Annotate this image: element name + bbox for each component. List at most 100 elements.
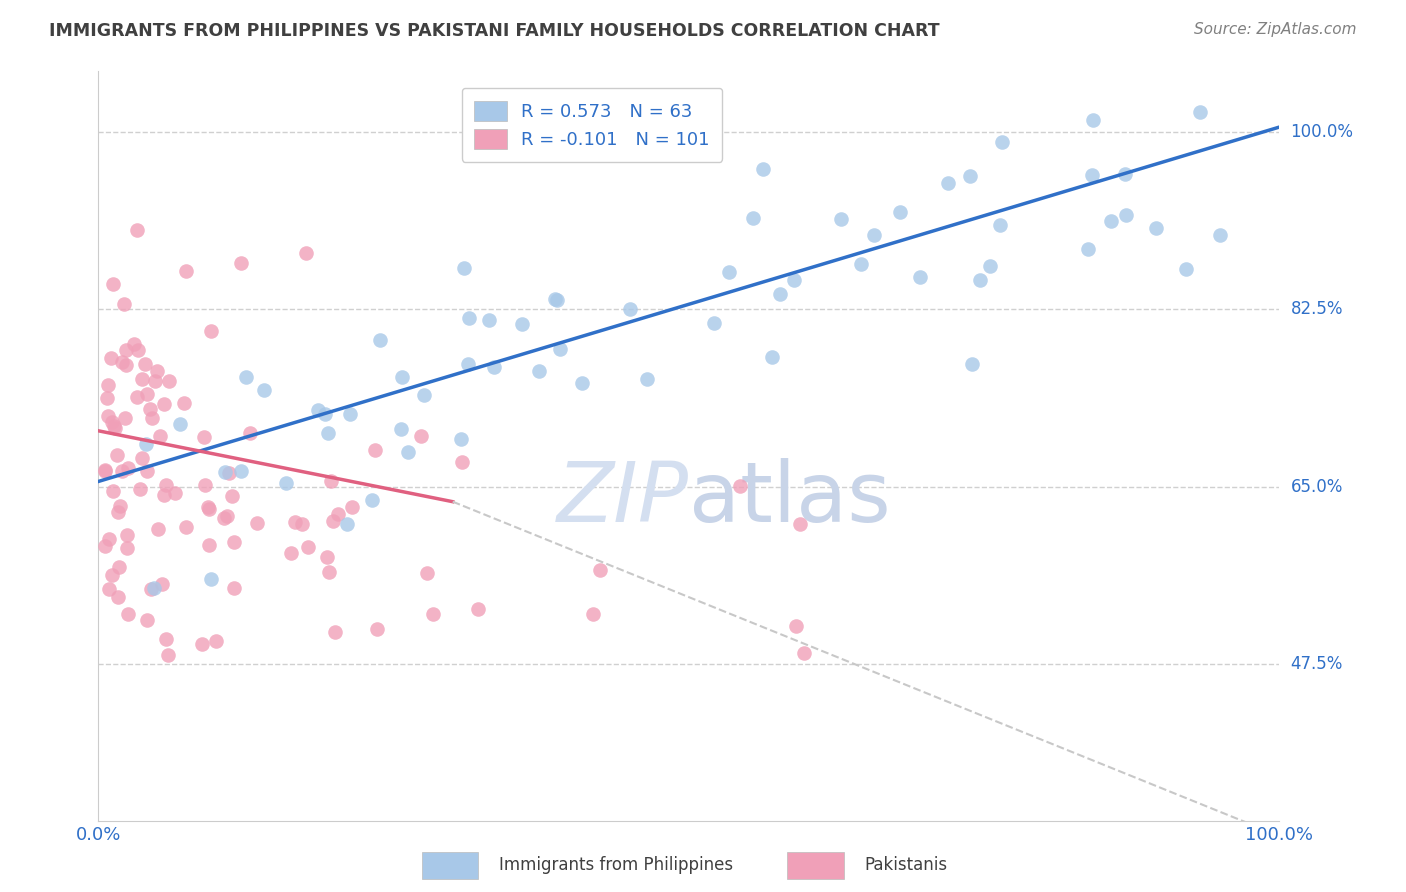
Point	[111, 464, 134, 478]
Point	[115, 358, 138, 372]
Point	[229, 256, 252, 270]
Point	[450, 432, 472, 446]
Point	[135, 613, 157, 627]
Text: IMMIGRANTS FROM PHILIPPINES VS PAKISTANI FAMILY HOUSEHOLDS CORRELATION CHART: IMMIGRANTS FROM PHILIPPINES VS PAKISTANI…	[49, 22, 939, 40]
Point	[135, 437, 157, 451]
Text: 82.5%: 82.5%	[1291, 301, 1343, 318]
Point	[200, 572, 222, 586]
Point	[450, 455, 472, 469]
Point	[484, 360, 506, 375]
Point	[1175, 261, 1198, 276]
Text: Source: ZipAtlas.com: Source: ZipAtlas.com	[1194, 22, 1357, 37]
Point	[107, 505, 129, 519]
Point	[297, 540, 319, 554]
FancyBboxPatch shape	[422, 852, 478, 879]
Point	[322, 514, 344, 528]
Point	[769, 286, 792, 301]
Point	[198, 538, 221, 552]
Point	[153, 488, 176, 502]
Point	[527, 364, 550, 378]
Point	[148, 522, 170, 536]
Point	[253, 383, 276, 397]
Point	[156, 648, 179, 662]
Point	[785, 619, 807, 633]
Point	[368, 333, 391, 347]
Legend: R = 0.573 N = 63, R = -0.101 N = 101: R = 0.573 N = 63, R = -0.101 N = 101	[461, 88, 723, 162]
Point	[761, 350, 783, 364]
Text: 47.5%: 47.5%	[1291, 655, 1343, 673]
Point	[1077, 242, 1099, 256]
Point	[169, 417, 191, 431]
Point	[789, 517, 811, 532]
Text: 100.0%: 100.0%	[1291, 123, 1354, 141]
Point	[112, 297, 135, 311]
Point	[783, 273, 806, 287]
Point	[97, 409, 120, 424]
Point	[991, 135, 1014, 149]
Point	[94, 464, 117, 478]
Point	[101, 568, 124, 582]
Point	[239, 426, 262, 441]
Point	[830, 211, 852, 226]
Point	[218, 466, 240, 480]
Point	[851, 257, 873, 271]
Point	[335, 516, 357, 531]
Point	[150, 577, 173, 591]
Point	[103, 418, 125, 433]
Point	[131, 372, 153, 386]
Point	[143, 374, 166, 388]
Point	[224, 535, 246, 549]
Point	[969, 273, 991, 287]
Point	[229, 464, 252, 478]
Point	[544, 292, 567, 306]
Point	[307, 403, 329, 417]
Point	[221, 489, 243, 503]
Point	[141, 582, 163, 596]
Point	[793, 646, 815, 660]
Text: ZIP: ZIP	[557, 458, 689, 539]
Point	[107, 590, 129, 604]
Point	[115, 343, 138, 358]
Point	[316, 549, 339, 564]
Point	[1099, 214, 1122, 228]
Point	[146, 364, 169, 378]
Point	[979, 259, 1001, 273]
Point	[128, 482, 150, 496]
Point	[149, 429, 172, 443]
Point	[478, 312, 501, 326]
Point	[295, 245, 318, 260]
Point	[117, 607, 139, 621]
Point	[155, 632, 177, 646]
Point	[136, 464, 159, 478]
Point	[340, 500, 363, 514]
Point	[571, 376, 593, 390]
Point	[194, 478, 217, 492]
Point	[988, 219, 1011, 233]
Point	[361, 492, 384, 507]
Point	[453, 261, 475, 276]
Text: Immigrants from Philippines: Immigrants from Philippines	[499, 856, 734, 874]
Point	[467, 601, 489, 615]
Point	[235, 369, 257, 384]
Point	[127, 390, 149, 404]
Point	[205, 634, 228, 648]
Point	[222, 581, 245, 595]
Point	[94, 539, 117, 553]
Point	[548, 342, 571, 356]
Point	[214, 465, 236, 479]
Point	[131, 451, 153, 466]
Point	[546, 293, 568, 307]
Point	[104, 421, 127, 435]
Point	[751, 161, 773, 176]
Point	[98, 532, 121, 546]
Point	[422, 607, 444, 621]
Point	[1081, 112, 1104, 127]
Point	[582, 607, 605, 621]
Point	[1208, 228, 1230, 243]
Point	[323, 625, 346, 640]
Point	[139, 401, 162, 416]
Point	[416, 566, 439, 580]
Point	[889, 204, 911, 219]
Point	[114, 410, 136, 425]
Point	[107, 560, 129, 574]
